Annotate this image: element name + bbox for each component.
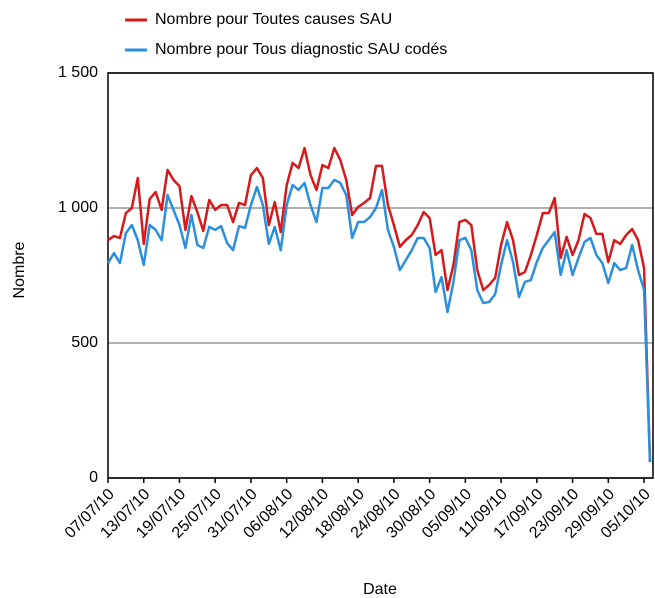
y-tick-label: 500 bbox=[71, 334, 98, 351]
y-tick-label: 1 000 bbox=[58, 199, 98, 216]
y-tick-label: 1 500 bbox=[58, 64, 98, 81]
y-axis-label: Nombre bbox=[11, 241, 28, 298]
y-tick-label: 0 bbox=[89, 469, 98, 486]
data-line bbox=[106, 178, 652, 463]
legend-label: Nombre pour Toutes causes SAU bbox=[155, 11, 392, 28]
x-axis-label: Date bbox=[363, 581, 397, 598]
plot-frame bbox=[107, 72, 654, 479]
data-line bbox=[107, 146, 652, 463]
legend-label: Nombre pour Tous diagnostic SAU codés bbox=[155, 41, 447, 58]
